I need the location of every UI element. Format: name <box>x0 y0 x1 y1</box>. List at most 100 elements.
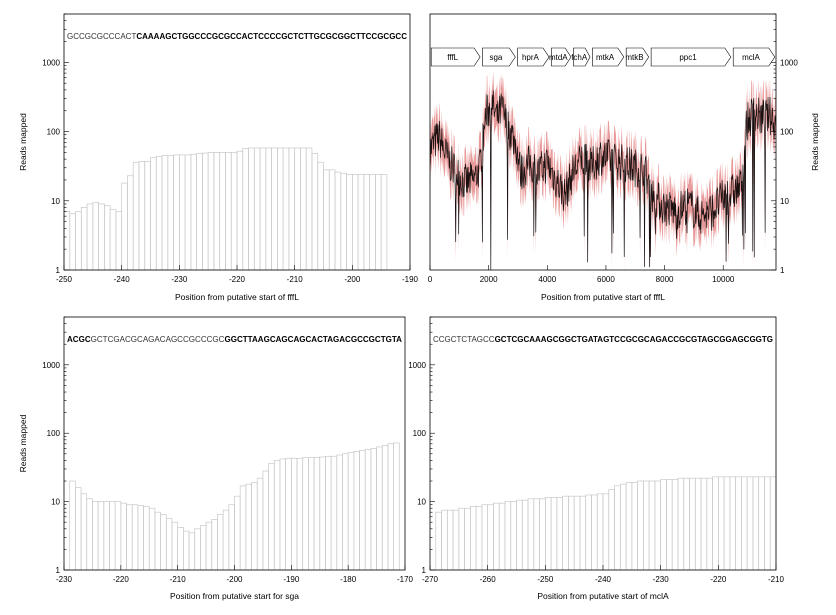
y-tick-label: 100 <box>47 429 61 438</box>
panel-b: fffL sga hprA mtdA fchA mtkA mtkB ppc1 mclA 1 10 10… <box>428 13 820 302</box>
bar-9 <box>114 501 122 571</box>
bar-26 <box>207 152 215 271</box>
bar-56 <box>752 476 760 571</box>
x-axis-label: Position from putative start of fffL <box>175 292 299 302</box>
bar-22 <box>188 532 196 571</box>
y-tick-label: 1 <box>780 266 785 275</box>
bar-31 <box>608 489 615 571</box>
gene-label-ppc1: ppc1 <box>679 53 697 62</box>
y-axis-label: Reads mapped <box>810 113 820 171</box>
bar-1 <box>435 511 442 571</box>
y-tick-label: 100 <box>47 128 61 137</box>
bar-8 <box>104 205 111 271</box>
x-tick-label: -210 <box>287 275 304 284</box>
bar-12 <box>498 502 506 571</box>
bar-26 <box>579 495 587 571</box>
y-tick-label: 1 <box>56 266 61 275</box>
bar-40 <box>660 479 667 571</box>
bar-43 <box>305 147 313 271</box>
y-axis-label: Reads mapped <box>18 113 28 171</box>
bar-55 <box>376 446 383 571</box>
bar-46 <box>694 477 702 571</box>
x-tick-label: -180 <box>340 575 357 584</box>
bar-45 <box>689 477 696 571</box>
bar-11 <box>121 182 128 271</box>
bar-29 <box>596 493 604 571</box>
bar-30 <box>230 152 238 271</box>
x-tick-label: -240 <box>595 575 612 584</box>
bar-53 <box>735 476 742 571</box>
bar-13 <box>504 501 512 571</box>
panel-a: 1 10 100 1000 -250 -240 -230 -220 -210 -200 -190 Po… <box>18 13 419 302</box>
y-tick-label: 10 <box>51 197 60 206</box>
x-tick-label: 0 <box>428 275 433 284</box>
x-tick-label: -200 <box>226 575 243 584</box>
x-axis-label: Position from putative start of fffL <box>541 292 665 302</box>
bar-16 <box>150 157 157 271</box>
bar-13 <box>137 505 144 571</box>
bar-7 <box>98 203 105 271</box>
bar-25 <box>205 521 213 571</box>
bar-8 <box>475 506 483 571</box>
bar-11 <box>126 504 133 571</box>
gene-arrow-fffL <box>430 47 481 67</box>
y-axis-label: Reads mapped <box>18 414 28 472</box>
bar-44 <box>313 457 321 571</box>
bar-10 <box>115 211 123 271</box>
x-tick-label: -220 <box>113 575 130 584</box>
x-tick-label: 6000 <box>597 275 615 284</box>
bar-50 <box>346 174 353 271</box>
bar-23 <box>562 495 569 571</box>
gene-arrow-fchA <box>573 47 591 67</box>
bar-30 <box>602 493 610 571</box>
bar-51 <box>723 476 731 571</box>
bar-27 <box>585 494 592 571</box>
bar-37 <box>643 480 650 571</box>
bar-15 <box>516 499 523 571</box>
bar-21 <box>178 154 186 271</box>
bar-41 <box>666 479 673 571</box>
y-tick-label: 1000 <box>408 361 426 370</box>
bar-40 <box>288 147 296 271</box>
bar-16 <box>521 499 529 571</box>
sequence-plain: GCTCGACGCAGACAGCCGCCCGC <box>91 334 225 344</box>
x-tick-label: -270 <box>422 575 439 584</box>
bar-21 <box>550 497 558 571</box>
gene-label-mtkA: mtkA <box>596 53 615 62</box>
bar-29 <box>225 152 232 271</box>
bar-48 <box>334 171 342 271</box>
bar-30 <box>234 495 241 571</box>
gene-arrow-ppc1 <box>650 47 732 67</box>
x-tick-label: -230 <box>56 575 73 584</box>
bar-31 <box>236 150 244 271</box>
bar-45 <box>319 456 326 571</box>
bar-14 <box>510 501 517 571</box>
bar-58 <box>764 476 771 571</box>
sequence-plain: GCCGCGCCCACT <box>67 31 136 41</box>
y-tick-label: 10 <box>417 498 426 507</box>
bar-22 <box>184 154 192 271</box>
bar-12 <box>127 175 134 271</box>
bar-48 <box>706 477 713 571</box>
bar-38 <box>277 147 284 271</box>
bar-39 <box>282 147 290 271</box>
confidence-band <box>430 71 776 270</box>
bar-42 <box>671 479 679 571</box>
bar-28 <box>591 494 598 571</box>
bar-4 <box>452 509 460 571</box>
bar-57 <box>387 443 394 571</box>
bar-56 <box>381 445 389 571</box>
bar-43 <box>308 457 315 571</box>
bar-1 <box>63 211 71 271</box>
bar-40 <box>290 457 298 571</box>
bar-15 <box>148 507 156 571</box>
x-tick-label: -220 <box>229 275 246 284</box>
bar-6 <box>92 201 99 271</box>
bar-19 <box>539 498 546 571</box>
y-tick-label: 10 <box>780 197 789 206</box>
bar-47 <box>700 477 708 571</box>
x-tick-label: -250 <box>537 575 554 584</box>
bar-36 <box>637 480 644 571</box>
bar-13 <box>132 161 140 271</box>
bar-36 <box>268 463 275 571</box>
